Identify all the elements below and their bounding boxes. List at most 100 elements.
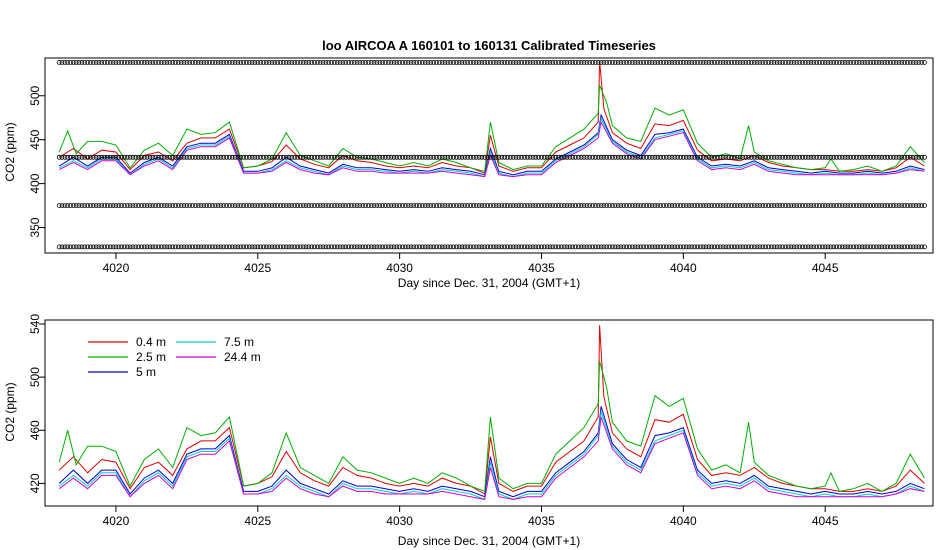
calibration-point — [539, 244, 544, 250]
calibration-point — [226, 244, 232, 250]
calibration-point — [663, 154, 669, 160]
calibration-point — [692, 203, 698, 209]
calibration-point — [462, 60, 468, 65]
calibration-point — [783, 154, 788, 160]
calibration-point — [150, 154, 156, 160]
calibration-point — [783, 203, 788, 209]
calibration-point — [556, 154, 561, 160]
calibration-point — [907, 154, 913, 160]
calibration-point — [624, 154, 629, 160]
calibration-point — [902, 154, 907, 160]
calibration-point — [414, 203, 420, 209]
calibration-point — [124, 154, 130, 160]
calibration-point — [655, 203, 661, 209]
calibration-point — [297, 244, 303, 250]
calibration-point — [754, 60, 760, 65]
calibration-point — [297, 60, 303, 65]
series-line-24-4-m — [58, 120, 925, 178]
calibration-point — [754, 244, 760, 250]
calibration-point — [820, 154, 825, 160]
calibration-point — [689, 154, 695, 160]
calibration-point — [709, 154, 715, 160]
calibration-point — [400, 244, 405, 250]
calibration-point — [493, 154, 499, 160]
calibration-point — [902, 203, 907, 209]
calibration-point — [871, 154, 876, 160]
calibration-point — [558, 244, 564, 250]
calibration-point — [303, 203, 309, 209]
calibration-point — [885, 154, 890, 160]
calibration-point — [848, 203, 854, 209]
calibration-point — [385, 244, 391, 250]
calibration-point — [195, 60, 201, 65]
calibration-point — [139, 154, 144, 160]
calibration-point — [425, 60, 431, 65]
calibration-point — [564, 60, 570, 65]
calibration-point — [533, 244, 539, 250]
calibration-point — [178, 244, 184, 250]
calibration-point — [374, 60, 380, 65]
calibration-point — [907, 244, 913, 250]
calibration-point — [295, 154, 300, 160]
calibration-point — [354, 154, 360, 160]
calibration-point — [448, 244, 454, 250]
calibration-point — [363, 244, 369, 250]
calibration-point — [777, 244, 783, 250]
calibration-point — [139, 244, 144, 250]
calibration-point — [615, 154, 621, 160]
calibration-point — [652, 244, 658, 250]
calibration-point — [706, 60, 712, 65]
calibration-point — [919, 244, 925, 250]
calibration-point — [167, 60, 173, 65]
calibration-point — [204, 60, 210, 65]
calibration-point — [402, 60, 408, 65]
calibration-point — [604, 60, 610, 65]
calibration-point — [150, 244, 156, 250]
calibration-point — [368, 60, 374, 65]
series-line-5-m — [58, 113, 925, 176]
calibration-point — [85, 203, 90, 209]
calibration-point — [96, 203, 102, 209]
calibration-point — [181, 60, 187, 65]
calibration-point — [122, 203, 127, 209]
calibration-point — [102, 244, 107, 250]
calibration-point — [99, 203, 105, 209]
calibration-point — [434, 60, 439, 65]
calibration-point — [760, 244, 766, 250]
calibration-point — [272, 60, 278, 65]
calibration-point — [198, 60, 204, 65]
calibration-point — [896, 60, 902, 65]
calibration-point — [161, 244, 167, 250]
calibration-point — [224, 244, 230, 250]
calibration-point — [139, 60, 144, 65]
calibration-point — [621, 244, 627, 250]
calibration-point — [902, 244, 907, 250]
calibration-point — [380, 154, 386, 160]
calibration-point — [820, 244, 825, 250]
y-axis-top: 350 400 450 500 — [28, 85, 45, 238]
calibration-point — [564, 154, 570, 160]
calibration-point — [700, 60, 706, 65]
calibration-point — [73, 60, 79, 65]
calibration-point — [113, 60, 119, 65]
calibration-point — [218, 154, 224, 160]
calibration-point — [760, 203, 766, 209]
calibration-point — [385, 203, 391, 209]
calibration-point — [882, 203, 888, 209]
calibration-point — [893, 60, 899, 65]
calibration-point — [839, 244, 845, 250]
calibration-point — [99, 154, 105, 160]
calibration-point — [408, 203, 414, 209]
calibration-point — [357, 203, 363, 209]
calibration-point — [326, 60, 332, 65]
calibration-point — [856, 244, 862, 250]
calibration-point — [292, 244, 298, 250]
calibration-point — [479, 203, 485, 209]
calibration-point — [578, 203, 584, 209]
calibration-point — [170, 244, 176, 250]
calibration-point — [865, 154, 871, 160]
calibration-point — [269, 203, 275, 209]
calibration-point — [683, 244, 689, 250]
calibration-point — [828, 244, 834, 250]
calibration-point — [890, 154, 896, 160]
